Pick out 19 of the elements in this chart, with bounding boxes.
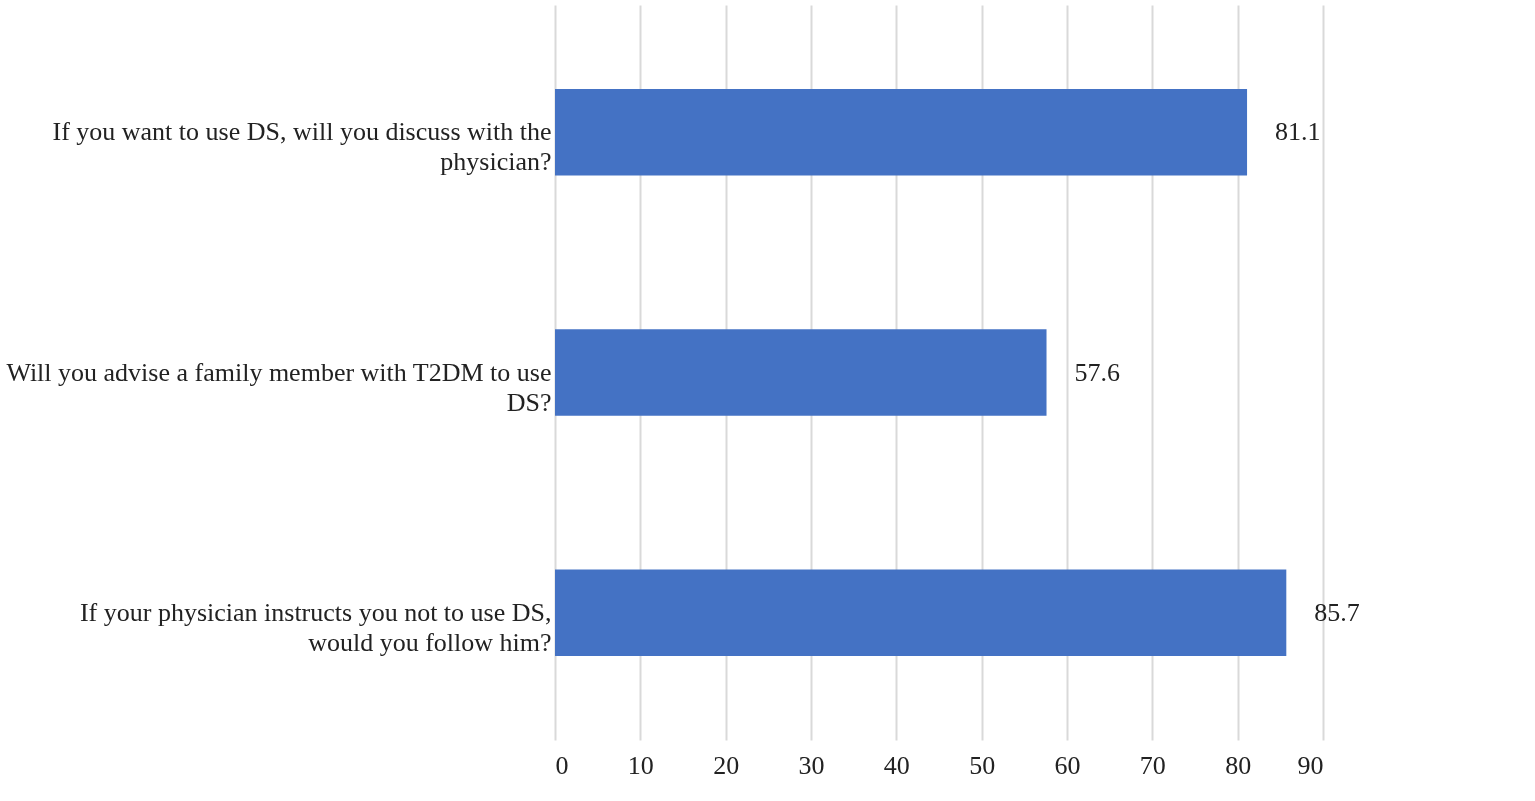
x-tick-label: 90	[1297, 750, 1324, 780]
y-tick-label: If you want to use DS, will you discuss with the physician?	[52, 117, 552, 177]
x-tick-label: 20	[713, 750, 740, 780]
bar	[555, 89, 1248, 176]
bar	[555, 569, 1287, 656]
x-tick-label: 40	[883, 750, 910, 780]
x-tick-label: 30	[798, 750, 825, 780]
x-tick-label: 60	[1054, 750, 1081, 780]
x-tick-label: 80	[1225, 750, 1252, 780]
x-tick-label: 0	[555, 750, 569, 780]
data-label: 85.7	[1314, 597, 1360, 627]
data-label: 81.1	[1275, 117, 1321, 147]
x-tick-label: 70	[1139, 750, 1166, 780]
x-tick-label: 10	[627, 750, 654, 780]
data-label: 57.6	[1074, 357, 1121, 387]
y-tick-label: Will you advise a family member with T2DM to use DS?	[6, 357, 552, 417]
x-tick-label: 50	[969, 750, 996, 780]
y-tick-label: If your physician instructs you not to use DS, would you follow him?	[79, 597, 552, 657]
bar	[555, 329, 1047, 416]
